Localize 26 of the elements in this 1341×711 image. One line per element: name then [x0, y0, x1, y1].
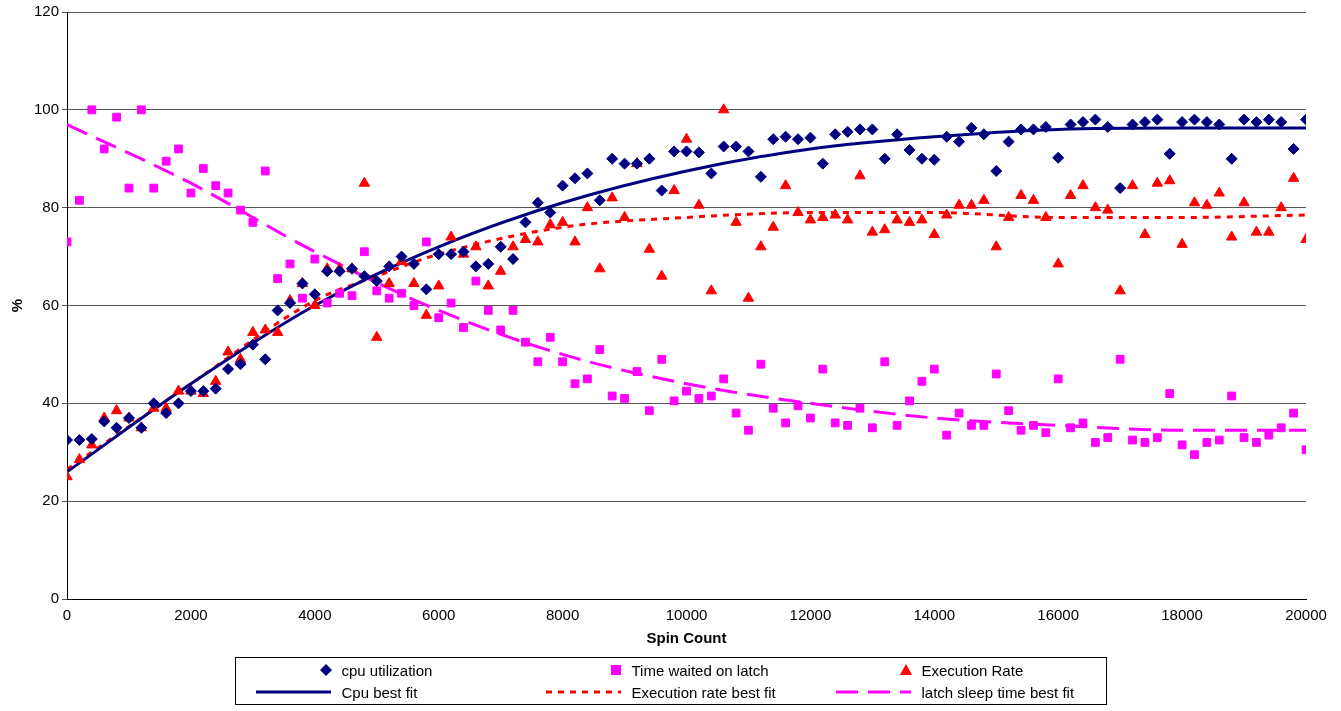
x-tick-label: 12000 — [789, 606, 832, 624]
y-tick-label: 120 — [34, 2, 60, 20]
x-tick-label: 4000 — [298, 606, 332, 624]
y-tick-label: 100 — [34, 99, 60, 117]
legend-label: latch sleep time best fit — [921, 683, 1075, 701]
x-tick-label: 18000 — [1161, 606, 1203, 624]
x-axis-title: Spin Count — [646, 629, 727, 647]
x-tick-label: 6000 — [422, 606, 456, 624]
y-tick-label: 20 — [42, 491, 60, 509]
y-tick-label: 60 — [42, 295, 60, 313]
x-tick-label: 2000 — [174, 606, 208, 624]
x-tick-label: 14000 — [913, 606, 956, 624]
x-tick-label: 16000 — [1037, 606, 1080, 624]
legend-label: Execution Rate — [921, 661, 1024, 679]
y-tick-label: 80 — [42, 197, 60, 215]
y-axis-title: % — [8, 298, 26, 313]
legend-label: Time waited on latch — [631, 661, 769, 679]
y-tick-label: 40 — [42, 393, 60, 411]
x-tick-label: 0 — [62, 606, 72, 624]
legend-label: Execution rate best fit — [631, 683, 776, 701]
x-tick-label: 10000 — [665, 606, 708, 624]
x-tick-label: 20000 — [1285, 606, 1327, 624]
legend-label: Cpu best fit — [341, 683, 418, 701]
x-tick-label: 8000 — [545, 606, 580, 624]
y-tick-label: 0 — [50, 589, 60, 607]
legend-label: cpu utilization — [341, 661, 433, 679]
